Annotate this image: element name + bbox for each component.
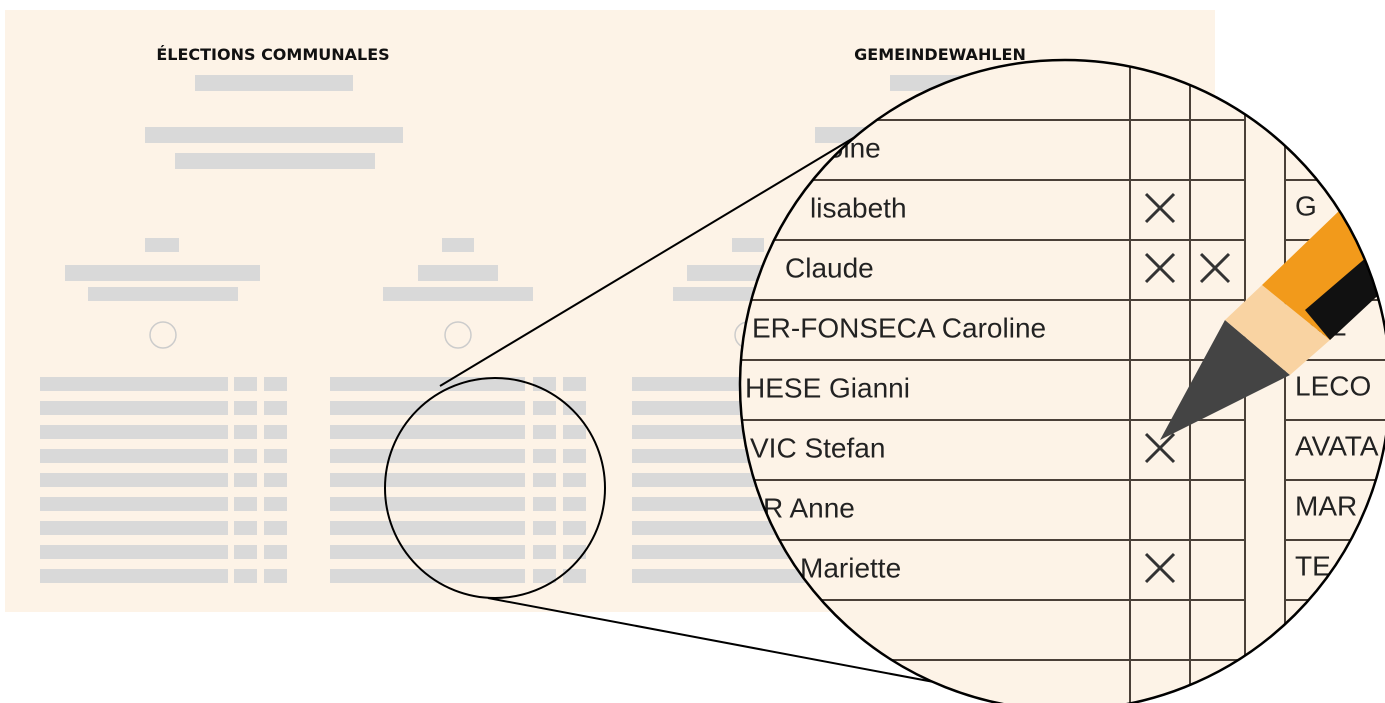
placeholder-row — [234, 473, 257, 487]
placeholder-row — [40, 473, 228, 487]
candidate-name: TE — [1295, 550, 1331, 581]
placeholder-row — [330, 473, 525, 487]
candidate-name: LECO — [1295, 370, 1371, 401]
candidate-name: ER-FONSECA Caroline — [752, 312, 1046, 343]
placeholder-row — [563, 497, 586, 511]
placeholder-row — [632, 569, 820, 583]
placeholder-row — [264, 545, 287, 559]
right-title: GEMEINDEWAHLEN — [854, 45, 1026, 64]
candidate-name: AVATA — [1295, 430, 1379, 461]
placeholder-row — [40, 569, 228, 583]
candidate-name: VIC Stefan — [750, 432, 885, 463]
placeholder-row — [563, 449, 586, 463]
placeholder-row — [533, 401, 556, 415]
placeholder-row — [330, 449, 525, 463]
placeholder-row — [234, 569, 257, 583]
placeholder-row — [563, 545, 586, 559]
placeholder-row — [40, 401, 228, 415]
placeholder-row — [264, 473, 287, 487]
placeholder-row — [264, 425, 287, 439]
placeholder-row — [234, 521, 257, 535]
placeholder-row — [264, 401, 287, 415]
candidate-name: R Anne — [763, 492, 855, 523]
placeholder-row — [533, 473, 556, 487]
placeholder-row — [563, 425, 586, 439]
placeholder-row — [40, 377, 228, 391]
placeholder-row — [330, 377, 525, 391]
placeholder-row — [533, 425, 556, 439]
placeholder-row — [563, 521, 586, 535]
placeholder-row — [40, 521, 228, 535]
candidate-name: lisabeth — [810, 192, 907, 223]
placeholder-row — [40, 425, 228, 439]
placeholder-row — [40, 497, 228, 511]
placeholder-row — [264, 497, 287, 511]
placeholder-row — [533, 497, 556, 511]
candidate-name: Mariette — [800, 552, 901, 583]
placeholder-row — [40, 545, 228, 559]
placeholder-row — [533, 545, 556, 559]
candidate-name: MAR — [1295, 490, 1357, 521]
placeholder-row — [330, 425, 525, 439]
placeholder-row — [563, 473, 586, 487]
placeholder-row — [533, 521, 556, 535]
placeholder-row — [563, 377, 586, 391]
placeholder-row — [264, 569, 287, 583]
placeholder-row — [234, 377, 257, 391]
placeholder-row — [330, 497, 525, 511]
placeholder-row — [234, 497, 257, 511]
placeholder-row — [264, 449, 287, 463]
placeholder-row — [330, 401, 525, 415]
candidate-name: G — [1295, 190, 1317, 221]
placeholder-row — [264, 377, 287, 391]
placeholder-row — [234, 425, 257, 439]
candidate-name: Claude — [785, 252, 874, 283]
placeholder-row — [533, 449, 556, 463]
candidate-name: HESE Gianni — [745, 372, 910, 403]
placeholder-row — [330, 545, 525, 559]
page: {"ballot": { "left_title": "ÉLECTIONS CO… — [0, 0, 1385, 703]
placeholder-row — [330, 521, 525, 535]
placeholder-row — [234, 545, 257, 559]
placeholder-rows — [40, 377, 820, 583]
ballot-illustration: ÉLECTIONS COMMUNALES GEMEINDEWAHLEN toin… — [0, 0, 1385, 703]
placeholder-row — [234, 449, 257, 463]
placeholder-row — [234, 401, 257, 415]
left-title: ÉLECTIONS COMMUNALES — [156, 45, 389, 64]
placeholder-row — [264, 521, 287, 535]
placeholder-row — [40, 449, 228, 463]
